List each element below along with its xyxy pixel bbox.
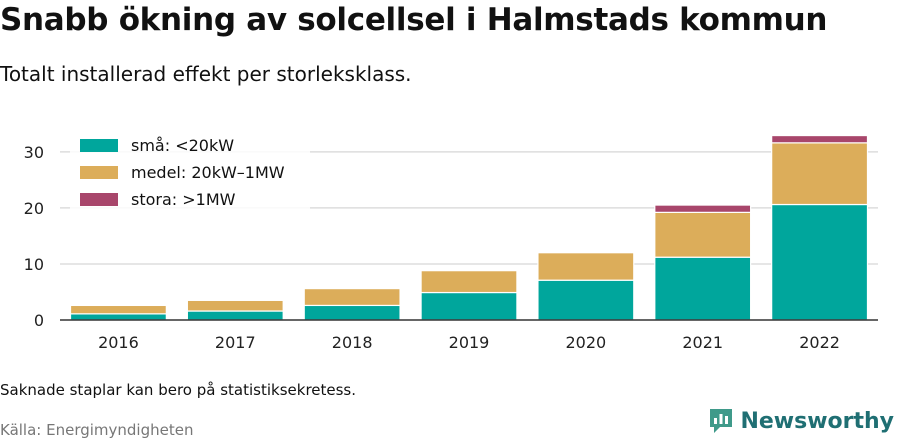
x-tick-label: 2019: [449, 333, 490, 352]
bar-segment: [537, 279, 635, 321]
x-tick-label: 2020: [565, 333, 606, 352]
newsworthy-logo-icon: [710, 409, 733, 433]
bar-segment: [654, 204, 752, 213]
stacked-bar-chart: 0 10 20 30 2016 2017 2018 2019 2020 2021 2022 små: …: [23, 130, 878, 352]
x-tick-label: 2022: [799, 333, 840, 352]
legend-swatch: [80, 193, 118, 206]
x-tick-label: 2017: [215, 333, 256, 352]
legend-label: medel: 20kW–1MW: [131, 163, 285, 182]
legend: små: <20kW medel: 20kW–1MW stora: >1MW: [70, 130, 310, 214]
legend-label: små: <20kW: [131, 136, 234, 155]
bar-segment: [303, 304, 401, 321]
bar-segment: [771, 203, 869, 321]
footnote: Saknade staplar kan bero på statistiksek…: [0, 381, 357, 399]
bar-segment: [69, 304, 167, 315]
bar-segment: [186, 299, 284, 312]
bar-segment: [771, 142, 869, 206]
bar-segment: [420, 270, 518, 294]
legend-swatch: [80, 139, 118, 152]
y-tick-label: 0: [34, 311, 44, 330]
brand-logo: Newsworthy: [708, 407, 894, 435]
legend-label: stora: >1MW: [131, 190, 236, 209]
bar-segment: [654, 256, 752, 321]
y-tick-label: 10: [24, 255, 44, 274]
bar-segment: [186, 310, 284, 321]
bars-group: [69, 134, 869, 321]
bar-segment: [303, 288, 401, 307]
chart-title: Snabb ökning av solcellsel i Halmstads k…: [0, 2, 828, 38]
bar-segment: [420, 291, 518, 321]
y-tick-label: 20: [24, 199, 44, 218]
x-tick-label: 2018: [332, 333, 373, 352]
chart-subtitle: Totalt installerad effekt per storlekskl…: [0, 62, 412, 86]
bar-segment: [69, 313, 167, 321]
legend-swatch: [80, 166, 118, 179]
bar-segment: [654, 211, 752, 258]
brand-name: Newsworthy: [740, 408, 894, 434]
x-tick-label: 2016: [98, 333, 139, 352]
bar-segment: [771, 134, 869, 144]
bar-segment: [537, 252, 635, 281]
x-tick-label: 2021: [682, 333, 723, 352]
y-tick-label: 30: [24, 143, 44, 162]
source-credit: Källa: Energimyndigheten: [0, 421, 194, 439]
